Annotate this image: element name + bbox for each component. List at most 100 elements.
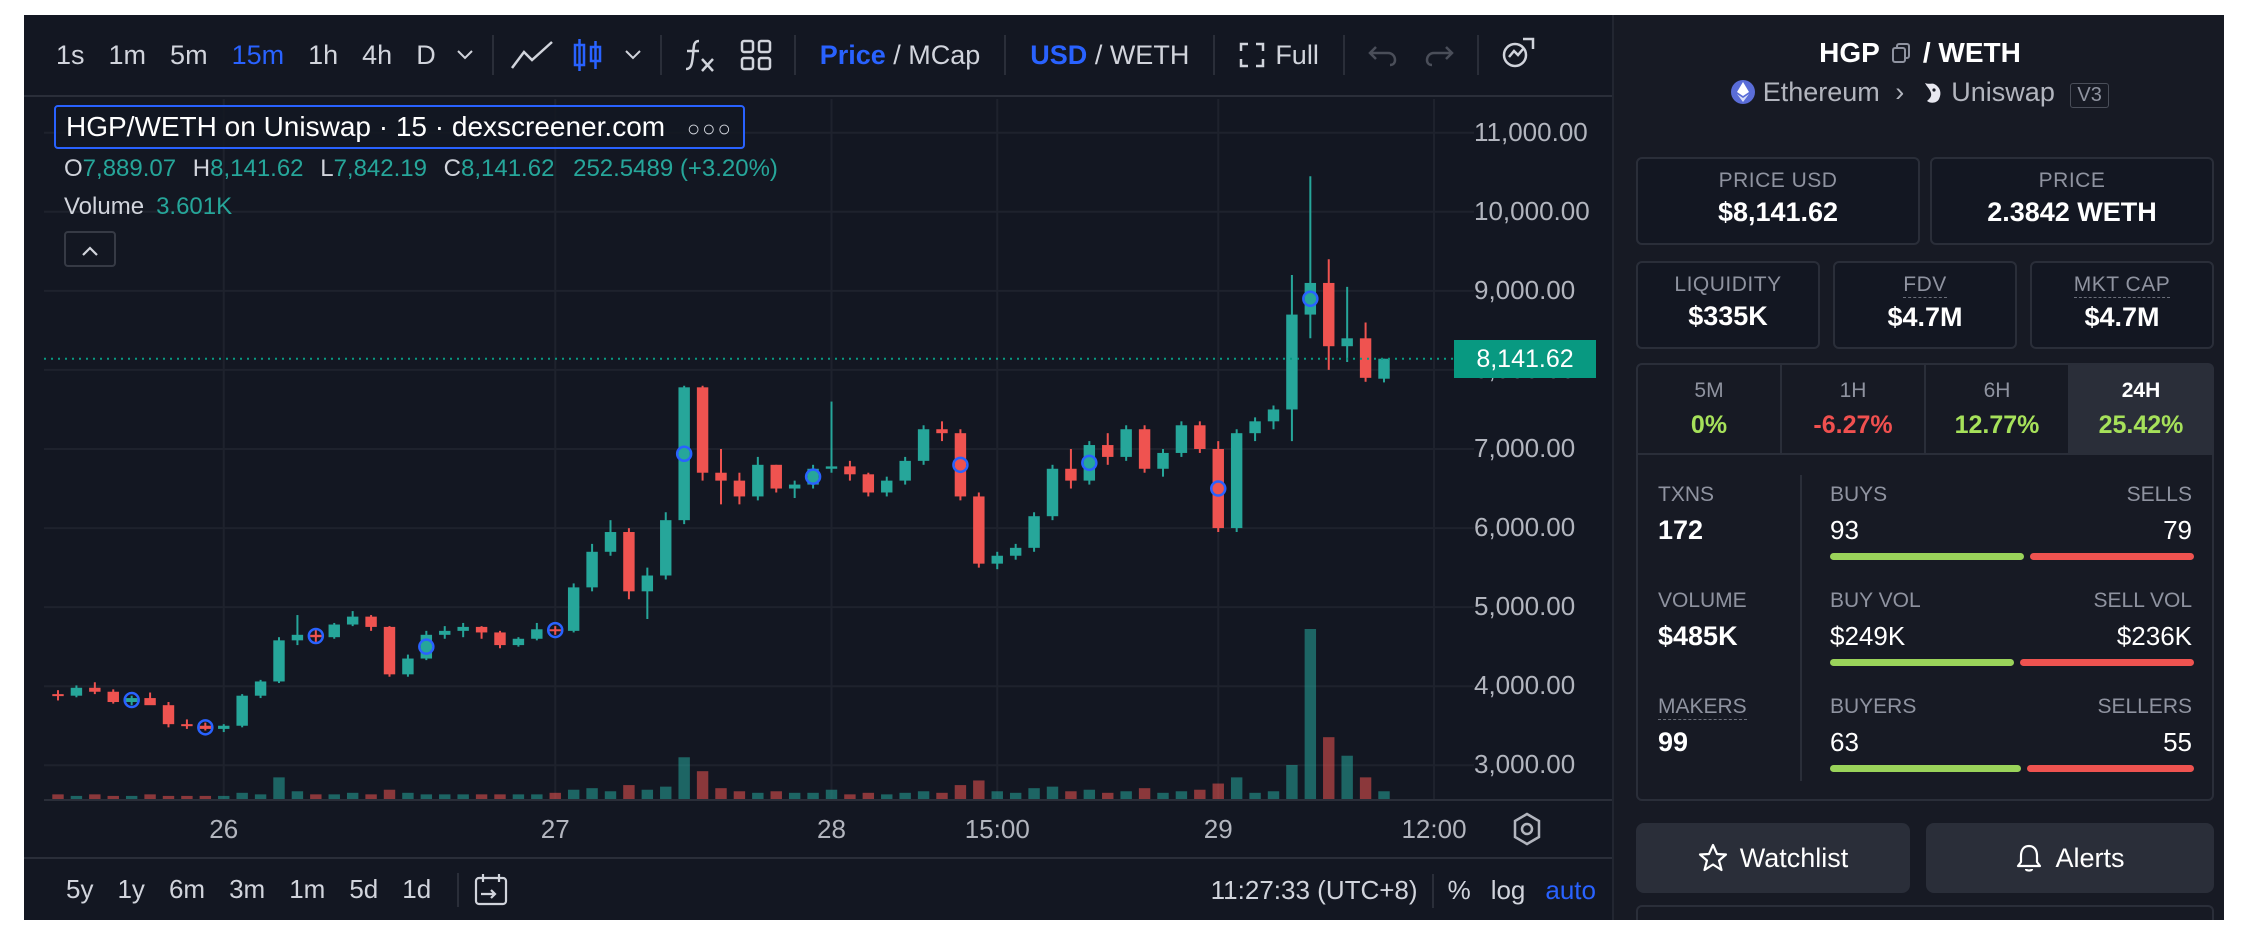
sell-volume-value: $236K: [2116, 621, 2192, 651]
undo-icon[interactable]: [1355, 27, 1411, 83]
candles-chart-icon[interactable]: [560, 27, 616, 83]
volume-bar: [457, 794, 469, 799]
liquidity-label: LIQUIDITY: [1674, 273, 1782, 296]
volume-bar: [236, 792, 248, 799]
current-price-tag: 8,141.62: [1454, 339, 1596, 378]
range-3m[interactable]: 3m: [229, 874, 266, 904]
candle-body: [586, 551, 598, 588]
candle-body: [991, 555, 1003, 564]
toolbar-divider: [491, 35, 494, 75]
volume-bar: [181, 795, 193, 799]
range-6m[interactable]: 6m: [168, 874, 206, 904]
candle-body: [273, 640, 285, 682]
currency-toggle[interactable]: USD / WETH: [1016, 40, 1203, 71]
trade-marker: [1081, 454, 1098, 472]
candle-body: [512, 638, 525, 646]
indicators-fx-icon[interactable]: [672, 27, 728, 83]
percent-scale-toggle[interactable]: %: [1447, 875, 1471, 905]
price-tick-label: 10,000.00: [1474, 195, 1590, 226]
volume-bar: [954, 785, 967, 799]
chain-link[interactable]: Ethereum: [1762, 77, 1880, 107]
trade-marker: [952, 456, 969, 474]
volume-bar: [310, 794, 322, 799]
chart-grid: [44, 99, 1474, 799]
candle-body: [181, 724, 193, 727]
chart-legend-title[interactable]: HGP/WETH on Uniswap · 15 · dexscreener.c…: [54, 105, 745, 149]
candle-body: [807, 468, 819, 485]
copy-address-icon[interactable]: [1891, 39, 1911, 71]
weth-option[interactable]: WETH: [1109, 39, 1190, 70]
volume-bar: [1267, 791, 1280, 799]
more-options-icon[interactable]: ○○○: [686, 116, 733, 141]
chart-toolbar: 1s 1m 5m 15m 1h 4h D: [24, 15, 1612, 97]
candle-body: [494, 632, 506, 646]
volume-bar: [1304, 629, 1317, 799]
tab-5m[interactable]: 5M 0%: [1638, 365, 1782, 453]
candle-body: [199, 725, 212, 729]
clock-time[interactable]: 11:27:33 (UTC+8): [1210, 875, 1418, 905]
range-5y[interactable]: 5y: [66, 874, 94, 904]
range-1m[interactable]: 1m: [289, 874, 326, 904]
range-1d[interactable]: 1d: [402, 874, 432, 904]
tab-1h[interactable]: 1H -6.27%: [1782, 365, 1926, 453]
volume-bar: [899, 792, 911, 799]
chart-type-chevron-icon[interactable]: [616, 27, 650, 83]
toggle-separator: /: [1087, 39, 1110, 70]
layouts-grid-icon[interactable]: [728, 27, 784, 83]
log-scale-toggle[interactable]: log: [1490, 875, 1526, 905]
alerts-button[interactable]: Alerts: [1926, 823, 2214, 893]
usd-option[interactable]: USD: [1030, 39, 1088, 70]
volume-bar: [549, 792, 561, 799]
price-option[interactable]: Price: [819, 39, 886, 70]
price-mcap-toggle[interactable]: Price / MCap: [806, 40, 995, 71]
volume-bar: [1378, 791, 1390, 799]
fdv-label[interactable]: FDV: [1903, 273, 1947, 298]
volume-readout: Volume 3.601K: [64, 193, 232, 221]
go-to-date-icon[interactable]: [473, 872, 509, 908]
interval-1h[interactable]: 1h: [308, 39, 339, 70]
volume-bar: [844, 794, 856, 799]
volume-bar: [917, 791, 930, 799]
makers-label[interactable]: MAKERS: [1658, 695, 1747, 720]
interval-1s[interactable]: 1s: [56, 39, 85, 70]
range-1y[interactable]: 1y: [117, 874, 145, 904]
tab-24h[interactable]: 24H 25.42%: [2070, 365, 2212, 453]
interval-15m[interactable]: 15m: [231, 39, 285, 70]
screenshot-camera-icon[interactable]: [1489, 27, 1545, 83]
time-axis[interactable]: 26 27 28 15:00 29 12:00: [44, 799, 1612, 855]
line-chart-icon[interactable]: [504, 27, 560, 83]
market-cap-label[interactable]: MKT CAP: [2073, 273, 2171, 298]
candle-body: [439, 630, 451, 635]
volume-value: 3.601K: [156, 193, 233, 220]
collapse-legend-button[interactable]: [64, 231, 116, 267]
txns-label: TXNS: [1658, 483, 1715, 506]
trade-marker: [307, 627, 325, 645]
volume-bar: [567, 789, 580, 799]
buys-bar: [1830, 553, 2024, 560]
dex-link[interactable]: Uniswap: [1951, 77, 2055, 107]
candle-body: [715, 472, 727, 481]
range-5d[interactable]: 5d: [349, 874, 379, 904]
volume-bar: [512, 794, 525, 799]
chart-settings-icon[interactable]: [1509, 811, 1545, 847]
candle-body: [641, 575, 654, 592]
tab-6h[interactable]: 6H 12.77%: [1926, 365, 2070, 453]
auto-scale-toggle[interactable]: auto: [1545, 875, 1596, 905]
interval-1m[interactable]: 1m: [108, 39, 147, 70]
candlestick-chart[interactable]: [44, 99, 1474, 799]
candle-body: [1230, 433, 1243, 529]
watchlist-button[interactable]: Watchlist: [1636, 823, 1910, 893]
redo-icon[interactable]: [1411, 27, 1467, 83]
price-axis[interactable]: 11,000.0010,000.009,000.008,000.007,000.…: [1444, 99, 1612, 799]
interval-4h[interactable]: 4h: [362, 39, 393, 70]
candle-body: [402, 658, 414, 675]
volume-bar: [696, 771, 709, 799]
interval-5m[interactable]: 5m: [170, 39, 208, 70]
fullscreen-button[interactable]: Full: [1225, 40, 1333, 71]
interval-dropdown-chevron-icon[interactable]: [448, 27, 482, 83]
makers-value: 99: [1658, 727, 1689, 757]
mcap-option[interactable]: MCap: [908, 39, 981, 70]
open-label: O: [64, 155, 83, 182]
interval-d[interactable]: D: [416, 39, 436, 70]
dex-version-badge: V3: [2070, 83, 2109, 108]
